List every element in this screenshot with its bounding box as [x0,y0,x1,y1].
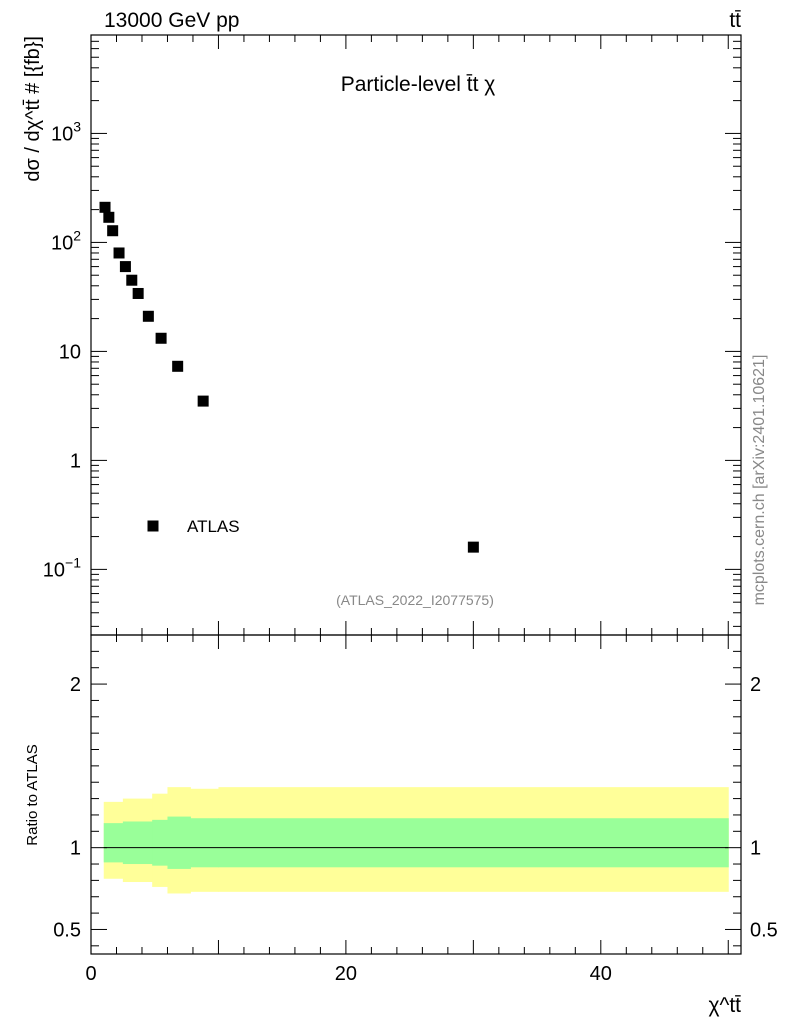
data-point-5 [126,274,138,286]
ratio-ylabel: Ratio to ATLAS [24,744,41,845]
side-label: mcplots.cern.ch [arXiv:2401.10621] [751,355,768,606]
band-inner-bin-2 [152,819,168,866]
main-panel-frame [90,34,742,636]
ratio-axes: 0 20 40 0.5 0.5 1 1 2 2 [53,635,778,985]
y-tick-label: 10−1 [43,554,81,581]
band-inner-bin-1 [122,821,153,865]
data-point-1 [103,211,115,223]
y-tick-label: 103 [51,118,81,145]
ratio-y-tick-label-right: 2 [750,674,761,696]
x-tick-label: 0 [85,963,96,985]
analysis-label: (ATLAS_2022_I2077575) [336,592,494,608]
x-tick-label: 40 [590,963,612,985]
data-point-2 [107,225,119,237]
ratio-y-tick-label: 0.5 [53,919,81,941]
data-point-3 [113,247,125,259]
y-tick-label: 102 [51,227,81,254]
ratio-bands [103,787,729,894]
band-inner-bin-5 [218,818,729,868]
ratio-y-tick-label-right: 0.5 [750,919,778,941]
data-point-9 [172,360,184,372]
legend-label-atlas: ATLAS [187,517,240,536]
x-axis-label: χ^tt̄ [708,994,741,1017]
ratio-y-tick-label: 2 [70,674,81,696]
band-inner-bin-3 [167,816,191,869]
band-inner-bin-0 [103,823,124,863]
data-point-4 [119,261,131,273]
x-tick-label: 20 [335,963,357,985]
main-data-marks [99,201,479,553]
data-point-0 [99,201,111,213]
energy-label: 13000 GeV pp [104,9,239,32]
data-point-11 [467,541,479,553]
main-ylabel: dσ / dχ^tt̄ # [{fb}] [22,36,44,182]
y-tick-label: 10 [59,341,81,363]
legend-marker-atlas [147,520,159,532]
data-point-7 [142,310,154,322]
ratio-y-tick-label: 1 [70,838,81,860]
ratio-panel: 0 20 40 0.5 0.5 1 1 2 2 Ratio to ATLAS [24,634,778,985]
data-point-8 [155,332,167,344]
main-panel: 10−1 1 10 102 103 Particle-level t̄t χ ATLAS… [22,34,742,636]
ratio-y-tick-label-right: 1 [750,838,761,860]
band-inner-bin-4 [190,818,219,868]
main-axes: 10−1 1 10 102 103 [43,34,741,635]
data-point-6 [132,287,144,299]
process-label: tt̄ [729,9,741,32]
ratio-panel-frame [90,634,742,955]
main-title: Particle-level t̄t χ [341,73,496,96]
data-point-10 [197,395,209,407]
y-tick-label: 1 [70,450,81,472]
